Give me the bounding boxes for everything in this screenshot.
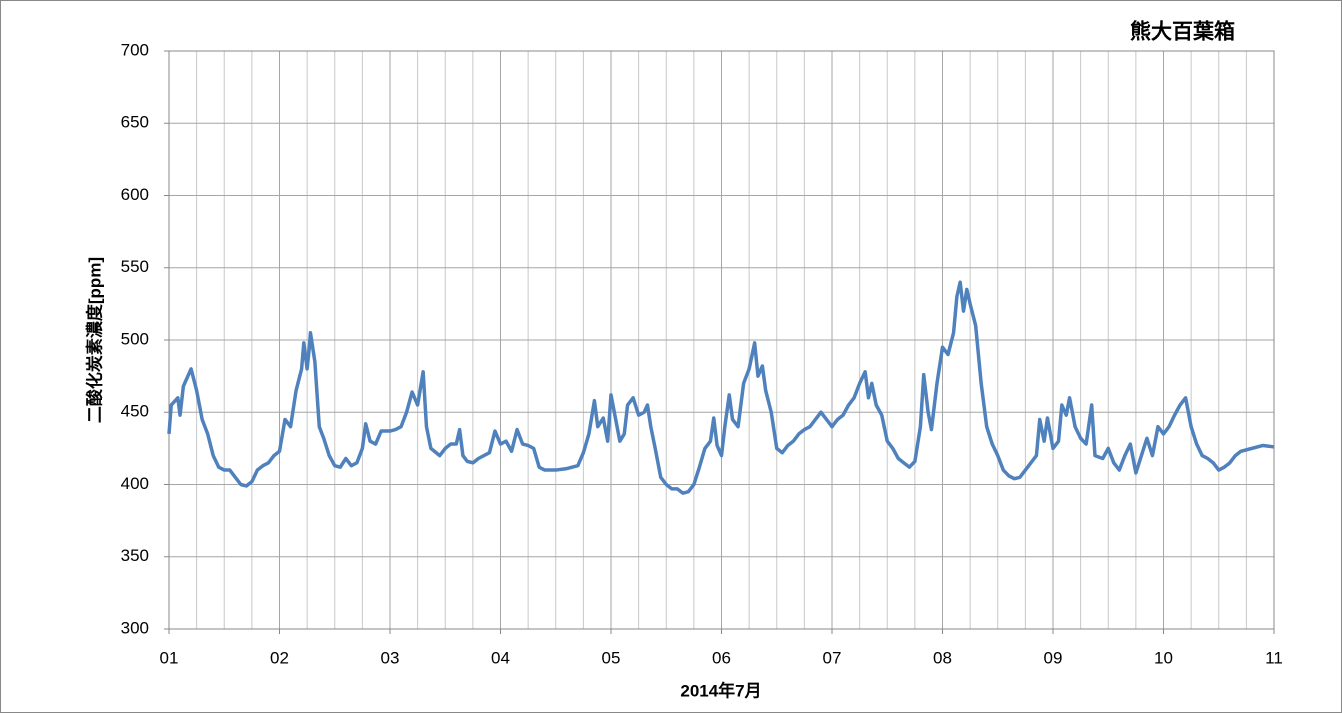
x-tick-label: 11 (1265, 648, 1283, 667)
y-tick-label: 500 (121, 329, 149, 348)
x-tick-label: 05 (602, 648, 621, 667)
y-tick-label: 350 (121, 546, 149, 565)
y-tick-label: 700 (121, 40, 149, 59)
y-tick-label: 450 (121, 402, 149, 421)
x-tick-label: 08 (933, 648, 952, 667)
x-tick-label: 03 (381, 648, 400, 667)
x-tick-label: 02 (270, 648, 289, 667)
y-tick-label: 400 (121, 474, 149, 493)
x-tick-label: 01 (160, 648, 179, 667)
y-tick-label: 650 (121, 113, 149, 132)
y-axis-label: 二酸化炭素濃度[ppm] (84, 257, 104, 423)
x-axis-label: 2014年7月 (680, 680, 761, 700)
x-tick-label: 10 (1154, 648, 1173, 667)
grid (168, 50, 1275, 630)
y-tick-label: 600 (121, 185, 149, 204)
data-line (167, 280, 1275, 495)
x-tick-label: 04 (491, 648, 510, 667)
chart-title: 熊大百葉箱 (1130, 20, 1235, 44)
y-tick-label: 300 (121, 618, 149, 637)
x-tick-label: 09 (1044, 648, 1063, 667)
plot-border (168, 50, 1275, 630)
y-tick-label: 550 (121, 257, 149, 276)
x-tick-label: 07 (823, 648, 842, 667)
x-tick-label: 06 (712, 648, 731, 667)
